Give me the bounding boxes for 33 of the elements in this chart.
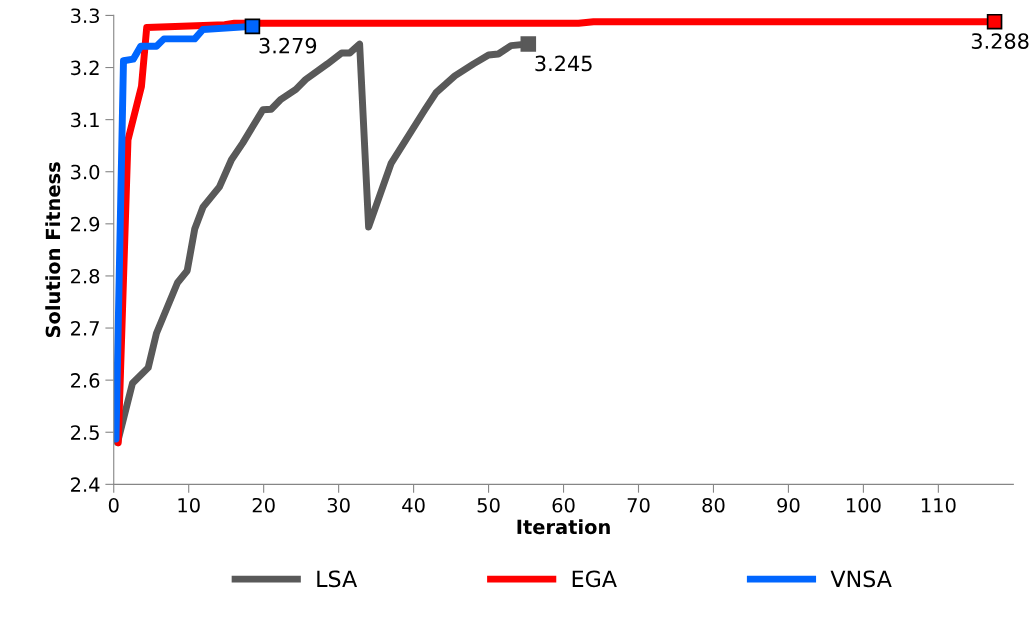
x-tick-label: 80 [702,497,725,513]
annotation: 3.279 [259,37,317,54]
y-tick-label: 2.8 [71,268,100,284]
x-tick-label: 40 [402,497,425,513]
legend-label: EGA [572,570,617,588]
x-tick-label: 50 [477,497,500,513]
x-tick-label: 110 [921,497,956,513]
x-tick-label: 60 [552,497,575,513]
y-tick-label: 3.2 [71,60,99,76]
annotation: 3.245 [535,55,592,72]
x-tick-label: 70 [627,497,650,513]
annotation: 3.288 [971,33,1029,49]
legend-label: LSA [317,570,358,588]
y-tick-label: 3.3 [71,8,99,24]
y-tick-label: 2.7 [71,320,99,336]
y-tick-label: 2.4 [71,477,100,492]
y-tick-label: 3.0 [71,164,100,180]
x-axis-title: Iteration [517,519,610,535]
x-tick-label: 100 [846,497,881,513]
legend-label: VNSA [830,570,892,588]
y-tick-label: 2.6 [71,373,100,388]
x-tick-label: 20 [252,497,275,513]
x-tick-label: 0 [108,497,119,513]
point [986,13,1003,30]
point [244,18,261,35]
x-tick-label: 30 [327,497,350,513]
x-tick-label: 10 [178,497,200,513]
x-tick-label: 90 [777,497,800,513]
y-axis-title: Solution Fitness [45,162,61,338]
y-tick-label: 2.9 [71,216,100,232]
point [520,36,537,52]
y-tick-label: 2.5 [71,425,99,440]
y-tick-label: 3.1 [71,112,99,128]
